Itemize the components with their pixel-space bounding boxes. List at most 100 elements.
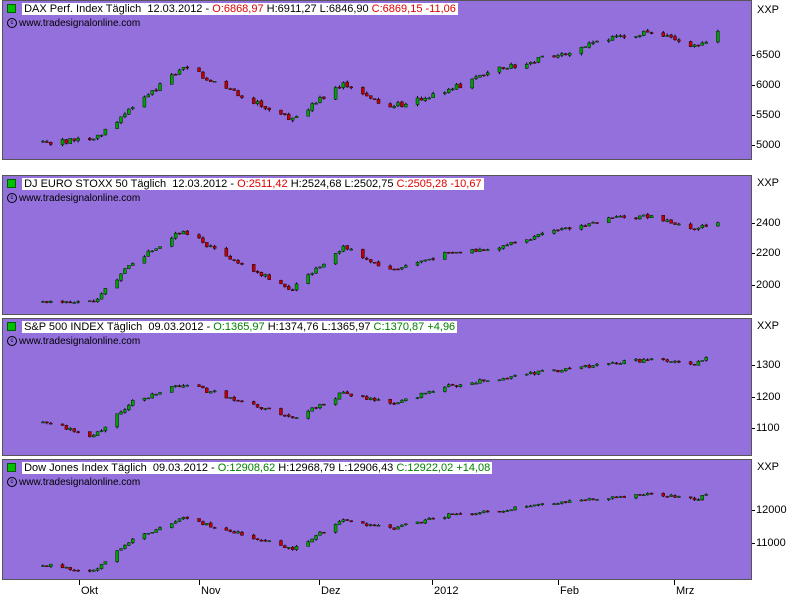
candle-body (704, 224, 708, 227)
candle-body (661, 32, 665, 37)
candle-body (259, 539, 264, 542)
high-value: H:1374,76 (267, 321, 319, 333)
x-tick-label: Feb (558, 580, 579, 597)
candle-body (224, 390, 229, 399)
candle-body (614, 496, 619, 499)
candle-body (95, 298, 100, 302)
candle-body (142, 533, 147, 540)
candle-body (349, 86, 353, 89)
candle-body (677, 361, 681, 363)
candle-body (68, 567, 72, 570)
candle-body (372, 98, 377, 100)
candle-body (64, 567, 69, 569)
candle-body (447, 384, 451, 387)
candle-body (76, 137, 80, 141)
candle-body (76, 431, 80, 433)
low-value: L:6846,90 (319, 3, 369, 15)
series-name: S&P 500 INDEX Täglich (24, 321, 143, 333)
candle-body (150, 250, 154, 253)
y-tick: 11000 (752, 537, 786, 549)
candle-body (173, 385, 178, 387)
candle-body (99, 134, 104, 137)
candle-body (337, 392, 342, 400)
candle-body (560, 53, 564, 56)
candle-body (228, 397, 232, 399)
candle-body (306, 274, 310, 284)
candle-body (474, 248, 478, 252)
candle-body (212, 81, 217, 83)
candle-body (610, 36, 615, 41)
candle-body (688, 361, 693, 365)
candle-body (158, 246, 162, 249)
candle-body (228, 88, 232, 90)
candle-body (396, 102, 400, 106)
candle-body (119, 273, 123, 281)
candle-body (333, 87, 338, 100)
candle-body (306, 410, 310, 419)
candle-body (419, 98, 424, 101)
candle-body (415, 97, 420, 105)
candle-body (287, 547, 291, 549)
change-value: +14,08 (456, 462, 491, 474)
plot-area-sp500[interactable]: S&P 500 INDEX Täglich 09.03.2012 - O:136… (2, 318, 752, 456)
candle-body (595, 363, 599, 366)
candle-body (255, 101, 260, 105)
candle-body (224, 248, 229, 257)
candle-body (205, 77, 209, 81)
candle-body (525, 239, 529, 243)
candle-body (72, 302, 76, 304)
candle-body (236, 260, 240, 264)
candle-body (618, 35, 623, 37)
candle-body (290, 547, 295, 551)
source-watermark: c www.tradesignalonline.com (7, 336, 140, 347)
candle-body (49, 563, 53, 568)
candle-body (513, 506, 517, 511)
candle-body (205, 242, 209, 247)
candle-body (564, 368, 568, 371)
candle-body (240, 263, 244, 265)
candle-body (505, 244, 509, 247)
candle-body (649, 215, 654, 219)
candle-body (470, 249, 474, 254)
candle-body (318, 97, 322, 103)
candle-body (560, 370, 564, 373)
candle-body (279, 408, 283, 416)
plot-area-stoxx[interactable]: DJ EURO STOXX 50 Täglich 12.03.2012 - O:… (2, 175, 752, 315)
candle-body (322, 263, 326, 268)
candle-body (115, 122, 119, 129)
candle-body (45, 565, 49, 567)
candle-body (45, 421, 49, 424)
candle-body (283, 415, 287, 417)
candle-body (400, 524, 404, 527)
candle-body (88, 431, 92, 437)
candle-body (692, 44, 697, 47)
candle-body (513, 64, 517, 68)
candle-body (509, 376, 513, 379)
candle-body (99, 564, 104, 569)
plot-area-dax[interactable]: DAX Perf. Index Täglich 12.03.2012 - O:6… (2, 0, 752, 160)
candle-body (587, 223, 591, 227)
candle-body (45, 300, 49, 303)
candle-body (474, 382, 478, 385)
y-axis-sp500: XXP 1300 1200 1100 (751, 318, 800, 456)
y-tick: 6000 (751, 79, 781, 91)
y-tick: 5000 (751, 139, 781, 151)
candles-stoxx (41, 212, 720, 304)
candle-body (41, 421, 45, 424)
candle-body (474, 513, 478, 515)
candle-body (665, 219, 669, 222)
candle-body (474, 76, 478, 79)
candle-body (638, 359, 642, 363)
open-value: O:6868,97 (212, 3, 264, 15)
candle-body (505, 68, 509, 70)
candle-body (142, 96, 147, 108)
plot-area-dow[interactable]: Dow Jones Index Täglich 09.03.2012 - O:1… (2, 459, 752, 580)
candle-body (528, 371, 533, 374)
candle-body (76, 301, 80, 303)
candle-body (404, 103, 408, 108)
candle-body (92, 434, 96, 438)
candle-body (236, 400, 240, 402)
candle-body (540, 503, 545, 505)
candle-body (649, 358, 654, 360)
candle-body (251, 97, 256, 104)
